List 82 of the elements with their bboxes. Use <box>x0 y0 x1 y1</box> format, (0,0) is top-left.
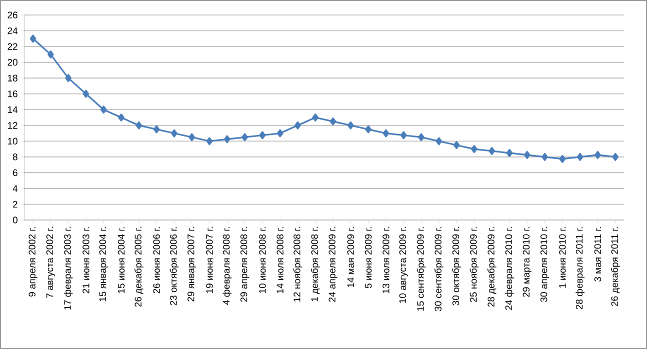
x-tick-label: 30 сентября 2009 г. <box>434 227 444 312</box>
x-tick-label: 1 июня 2010 г. <box>559 227 566 288</box>
y-tick-label: 24 <box>8 27 18 34</box>
x-tick-label: 3 мая 2011 г. <box>594 227 602 282</box>
point <box>136 121 142 130</box>
y-tick-label: 26 <box>8 12 18 18</box>
point <box>47 50 54 58</box>
x-tick-label: 28 февраля 2011 г. <box>576 227 584 310</box>
x-tick-label: 14 мая 2009 г. <box>347 227 354 288</box>
point <box>542 152 548 161</box>
x-tick-label: 10 июня 2008 г. <box>259 227 266 294</box>
x-tick-label: 29 апреля 2008 г. <box>240 227 250 302</box>
x-tick-label: 17 февраля 2003 г. <box>64 227 73 310</box>
x-tick-label: 26 июня 2006 г. <box>153 227 160 294</box>
x-tick-label: 26 декабря 2011 г. <box>610 227 620 306</box>
point <box>259 131 266 140</box>
point <box>470 145 478 154</box>
x-tick-label: 14 июля 2008 г. <box>276 227 284 294</box>
point <box>612 152 619 161</box>
y-tick-label: 20 <box>8 58 18 66</box>
point <box>242 133 248 142</box>
point <box>170 129 178 138</box>
point <box>206 137 213 146</box>
x-tick-label: 4 февраля 2008 г. <box>222 227 232 305</box>
point <box>524 150 530 159</box>
x-tick-label: 29 марта 2010 г. <box>522 227 532 297</box>
x-tick-label: 7 августа 2002 г. <box>46 227 55 298</box>
x-tick-label: 1 декабря 2008 г. <box>310 227 320 302</box>
point <box>559 154 566 163</box>
point <box>153 125 160 134</box>
point <box>418 133 424 142</box>
x-tick-label: 24 апреля 2009 г. <box>328 227 338 302</box>
point <box>436 137 442 146</box>
point <box>82 90 90 98</box>
x-tick-label: 10 августа 2009 г. <box>399 227 408 303</box>
y-tick-label: 0 <box>12 216 18 224</box>
point <box>224 135 230 144</box>
x-tick-label: 29 января 2007 г. <box>188 227 196 302</box>
point <box>330 117 336 126</box>
y-tick-label: 12 <box>8 122 18 129</box>
point <box>276 129 284 138</box>
x-tick-label: 30 октября 2009 г. <box>452 227 462 306</box>
x-tick-label: 25 ноября 2009 г. <box>470 227 479 302</box>
point <box>576 152 584 161</box>
point <box>506 148 513 157</box>
x-tick-label: 19 июня 2007 г. <box>206 227 213 294</box>
x-tick-label: 28 декабря 2009 г. <box>487 227 496 307</box>
x-tick-label: 9 апреля 2002 г. <box>28 227 38 297</box>
y-tick-label: 8 <box>12 154 18 160</box>
y-tick-label: 6 <box>13 169 18 176</box>
point <box>347 121 354 130</box>
point <box>100 106 107 114</box>
x-tick-label: 24 февраля 2010 г. <box>505 227 514 310</box>
point <box>400 131 407 140</box>
point <box>188 133 196 142</box>
point <box>65 74 72 82</box>
y-tick-label: 22 <box>8 43 18 50</box>
x-tick-label: 15 января 2004 г. <box>99 227 108 302</box>
point <box>30 34 36 43</box>
x-tick-label: 12 ноября 2008 г. <box>293 227 302 302</box>
x-tick-label: 5 июня 2009 г. <box>364 227 372 288</box>
y-tick-label: 18 <box>8 74 18 82</box>
point <box>594 150 601 159</box>
y-tick-label: 4 <box>12 185 18 192</box>
y-tick-label: 2 <box>13 200 18 208</box>
y-tick-label: 14 <box>8 106 18 113</box>
x-tick-label: 15 июня 2004 г. <box>118 227 125 294</box>
x-tick-label: 13 июля 2009 г. <box>382 227 390 294</box>
y-tick-label: 10 <box>8 138 18 145</box>
point <box>118 113 124 122</box>
y-tick-label: 16 <box>8 90 18 98</box>
x-tick-label: 15 сентября 2009 г. <box>416 227 426 311</box>
x-tick-label: 23 октября 2006 г. <box>170 227 179 306</box>
point <box>365 125 372 134</box>
point <box>294 121 301 130</box>
point <box>488 147 496 156</box>
x-tick-label: 21 июня 2003 г. <box>82 227 90 294</box>
point <box>453 141 460 150</box>
point <box>382 129 390 138</box>
x-tick-label: 26 декабря 2005 г. <box>134 227 144 307</box>
point <box>312 113 319 122</box>
x-tick-label: 30 апреля 2010 г. <box>540 227 550 302</box>
